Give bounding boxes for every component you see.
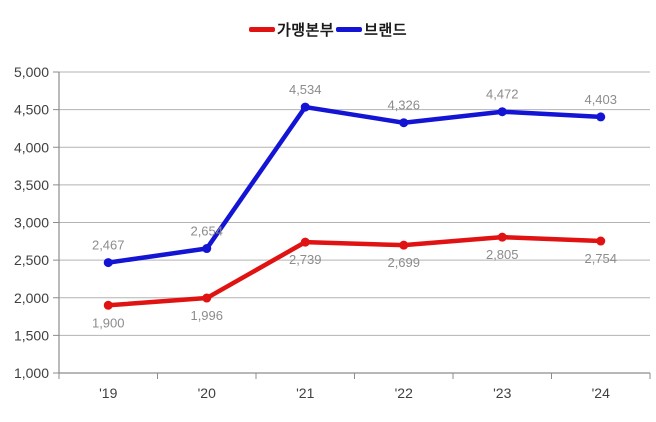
data-point bbox=[300, 237, 310, 247]
y-tick-label: 4,000 bbox=[14, 139, 49, 155]
chart-legend: 가맹본부 브랜드 bbox=[0, 19, 656, 40]
data-label: 2,805 bbox=[486, 247, 519, 262]
x-tick-label: '22 bbox=[395, 385, 413, 401]
x-tick-label: '24 bbox=[592, 385, 610, 401]
data-label: 2,467 bbox=[92, 238, 125, 253]
y-tick-label: 3,000 bbox=[14, 215, 49, 231]
y-tick-label: 2,000 bbox=[14, 290, 49, 306]
data-point bbox=[497, 232, 507, 242]
x-tick-label: '23 bbox=[493, 385, 511, 401]
data-point bbox=[596, 236, 606, 246]
legend-label: 가맹본부 bbox=[276, 22, 335, 39]
data-label: 2,654 bbox=[190, 224, 223, 239]
legend-swatch-red-line-icon bbox=[248, 27, 275, 32]
data-label: 1,900 bbox=[92, 315, 125, 330]
data-point bbox=[596, 112, 606, 122]
x-tick-label: '19 bbox=[99, 385, 117, 401]
data-point bbox=[300, 102, 310, 112]
data-point bbox=[399, 118, 409, 128]
series-line bbox=[106, 104, 603, 265]
data-point bbox=[103, 300, 113, 310]
data-label: 4,534 bbox=[289, 82, 322, 97]
y-tick-label: 1,500 bbox=[14, 327, 49, 343]
y-tick-label: 5,000 bbox=[14, 64, 49, 80]
data-label: 1,996 bbox=[190, 308, 223, 323]
data-point bbox=[202, 293, 212, 303]
data-label: 4,403 bbox=[584, 92, 617, 107]
x-tick-label: '20 bbox=[198, 385, 216, 401]
data-point bbox=[202, 244, 212, 254]
data-point bbox=[399, 240, 409, 250]
series-line bbox=[106, 234, 603, 308]
y-tick-label: 1,000 bbox=[14, 365, 49, 381]
y-tick-label: 2,500 bbox=[14, 252, 49, 268]
data-point bbox=[103, 258, 113, 268]
y-tick-label: 4,500 bbox=[14, 102, 49, 118]
x-tick-label: '21 bbox=[296, 385, 314, 401]
data-point bbox=[497, 107, 507, 117]
data-label: 2,699 bbox=[387, 255, 420, 270]
data-label: 4,326 bbox=[387, 98, 420, 113]
data-label: 2,739 bbox=[289, 252, 322, 267]
legend-swatch-blue-line-icon bbox=[336, 27, 363, 32]
legend-item-brand: 브랜드 bbox=[336, 19, 407, 40]
y-tick-label: 3,500 bbox=[14, 177, 49, 193]
data-label: 4,472 bbox=[486, 87, 519, 102]
legend-item-franchise-hq: 가맹본부 bbox=[248, 19, 335, 40]
data-label: 2,754 bbox=[584, 251, 617, 266]
legend-label: 브랜드 bbox=[364, 22, 408, 39]
